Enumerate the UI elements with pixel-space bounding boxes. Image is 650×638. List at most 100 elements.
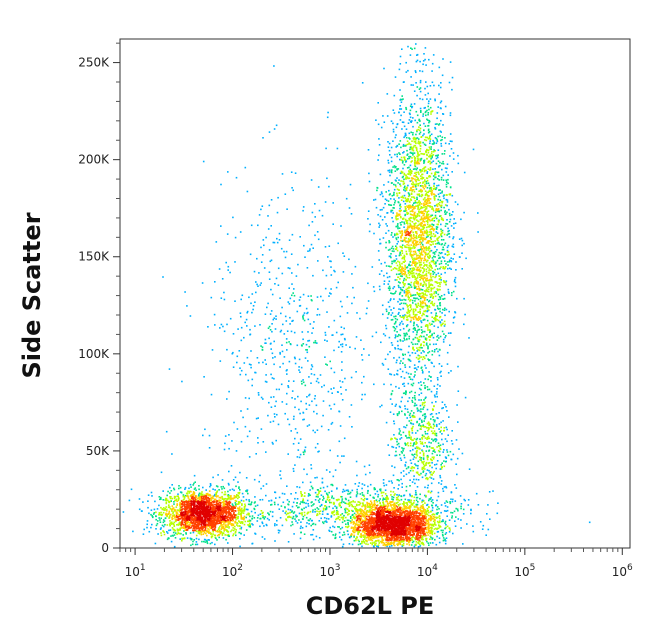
event-dot: [232, 498, 234, 500]
event-dot: [413, 508, 416, 511]
event-dot: [477, 212, 479, 214]
event-dot: [222, 511, 224, 513]
event-dot: [402, 522, 404, 525]
event-dot: [188, 511, 190, 513]
event-dot: [241, 503, 243, 505]
event-dot: [420, 529, 422, 531]
event-dot: [212, 488, 214, 490]
event-dot: [219, 519, 222, 522]
event-dot: [222, 512, 224, 514]
event-dot: [168, 512, 170, 514]
event-dot: [367, 521, 370, 524]
event-dot: [366, 512, 368, 514]
event-dot: [167, 490, 169, 493]
event-dot: [432, 525, 435, 527]
event-dot: [390, 541, 393, 543]
event-dot: [195, 505, 197, 508]
event-dot: [174, 529, 177, 532]
event-dot: [230, 498, 232, 501]
event-dot: [448, 292, 450, 294]
event-dot: [408, 520, 411, 523]
event-dot: [225, 513, 228, 515]
event-dot: [207, 502, 209, 504]
event-dot: [174, 532, 177, 534]
event-dot: [427, 534, 429, 536]
event-dot: [396, 518, 399, 521]
event-dot: [409, 529, 412, 532]
event-dot: [425, 534, 427, 537]
event-dot: [396, 528, 399, 530]
event-dot: [423, 107, 426, 109]
event-dot: [173, 545, 176, 548]
event-dot: [169, 500, 171, 503]
event-dot: [248, 499, 250, 501]
event-dot: [143, 528, 145, 531]
event-dot: [432, 259, 434, 261]
event-dot: [203, 495, 205, 498]
event-dot: [383, 543, 386, 546]
event-dot: [431, 527, 433, 530]
event-dot: [412, 316, 415, 319]
event-dot: [436, 520, 439, 523]
event-dot: [213, 503, 215, 506]
event-dot: [205, 495, 207, 497]
event-dot: [208, 519, 210, 521]
event-dot: [410, 503, 413, 505]
event-dot: [162, 519, 165, 521]
event-dot: [209, 516, 211, 518]
event-dot: [403, 186, 406, 189]
event-dot: [389, 543, 391, 546]
event-dot: [420, 520, 422, 522]
event-dot: [357, 539, 360, 541]
event-dot: [199, 514, 202, 516]
event-dot: [419, 274, 422, 276]
event-dot: [206, 540, 208, 542]
event-dot: [428, 262, 431, 264]
event-dot: [206, 508, 209, 510]
event-dot: [409, 527, 412, 530]
event-dot: [392, 513, 395, 515]
event-dot: [235, 529, 237, 531]
event-dot: [167, 499, 169, 502]
event-dot: [211, 541, 213, 544]
event-dot: [215, 537, 217, 540]
event-dot: [401, 486, 403, 488]
event-dot: [204, 497, 207, 499]
event-dot: [211, 535, 214, 537]
event-dot: [220, 531, 223, 534]
event-dot: [199, 499, 201, 502]
event-dot: [419, 545, 422, 547]
event-dot: [430, 225, 432, 227]
event-dot: [209, 524, 212, 527]
event-dot: [393, 293, 395, 295]
event-dot: [423, 53, 425, 55]
event-dot: [191, 509, 194, 512]
event-dot: [355, 521, 358, 523]
event-dot: [362, 534, 365, 537]
event-dot: [196, 505, 199, 507]
event-dot: [433, 286, 436, 289]
event-dot: [400, 526, 403, 529]
event-dot: [231, 514, 233, 516]
event-dot: [378, 511, 381, 514]
event-dot: [165, 499, 167, 501]
event-dot: [424, 384, 426, 387]
event-dot: [176, 533, 178, 536]
event-dot: [186, 495, 188, 497]
event-dot: [445, 280, 448, 282]
event-dot: [212, 526, 214, 529]
event-dot: [387, 542, 389, 544]
event-dot: [214, 489, 216, 491]
event-dot: [382, 526, 384, 528]
event-dot: [175, 520, 177, 523]
event-dot: [187, 490, 189, 493]
event-dot: [191, 503, 194, 505]
event-dot: [423, 528, 426, 530]
event-dot: [160, 496, 162, 499]
event-dot: [390, 247, 393, 250]
event-dot: [199, 518, 201, 520]
event-dot: [341, 521, 344, 524]
event-dot: [422, 531, 424, 533]
event-dot: [210, 516, 213, 519]
event-dot: [416, 505, 418, 507]
